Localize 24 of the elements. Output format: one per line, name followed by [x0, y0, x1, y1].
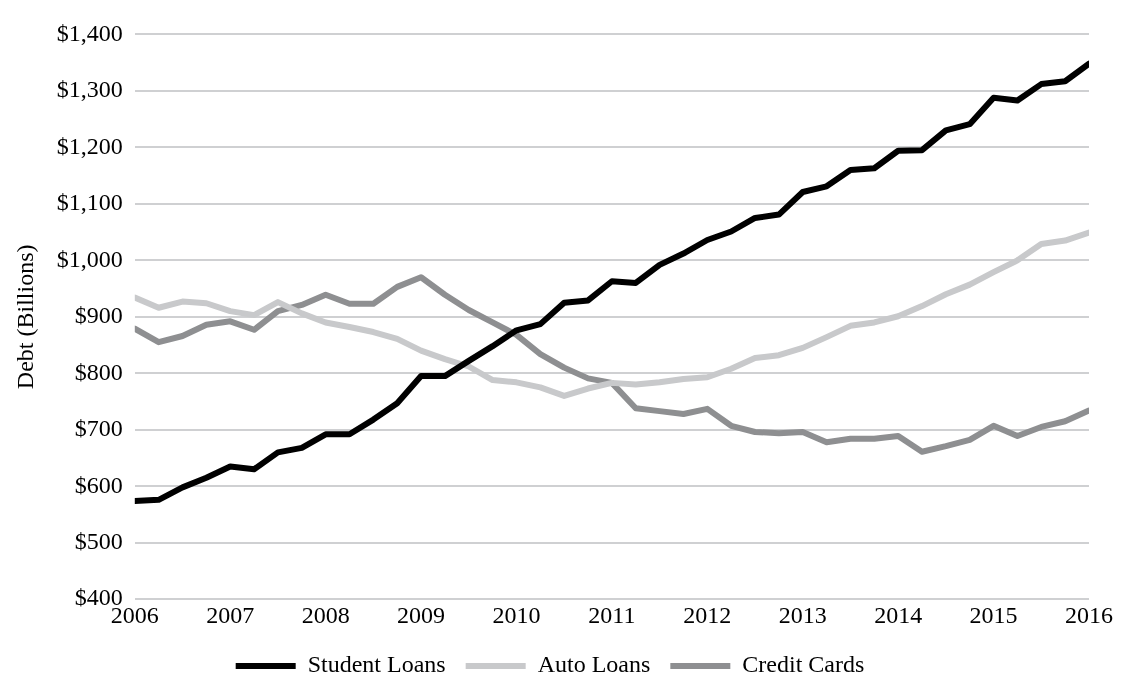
y-tick-label: $500	[74, 528, 123, 555]
y-tick-label: $700	[74, 415, 123, 442]
y-tick-label: $900	[74, 302, 123, 329]
x-tick-label: 2015	[969, 601, 1018, 628]
legend-label: Credit Cards	[742, 651, 865, 678]
y-tick-label: $1,100	[56, 189, 123, 216]
x-tick-label: 2009	[397, 601, 446, 628]
y-tick-label: $1,000	[56, 245, 123, 272]
x-tick-label: 2016	[1065, 601, 1113, 628]
y-tick-label: $1,300	[56, 76, 123, 103]
legend-label: Student Loans	[307, 651, 446, 678]
x-tick-label: 2007	[206, 601, 255, 628]
x-tick-label: 2011	[588, 601, 636, 628]
x-tick-label: 2013	[778, 601, 827, 628]
x-tick-label: 2012	[683, 601, 732, 628]
y-axis-title: Debt (Billions)	[11, 244, 38, 390]
x-tick-label: 2008	[301, 601, 350, 628]
y-tick-label: $800	[74, 358, 123, 385]
y-tick-label: $1,400	[56, 19, 123, 46]
x-tick-label: 2010	[492, 601, 541, 628]
y-tick-label: $1,200	[56, 132, 123, 159]
legend-label: Auto Loans	[537, 651, 651, 678]
y-tick-label: $600	[74, 471, 123, 498]
x-tick-label: 2014	[874, 601, 923, 628]
